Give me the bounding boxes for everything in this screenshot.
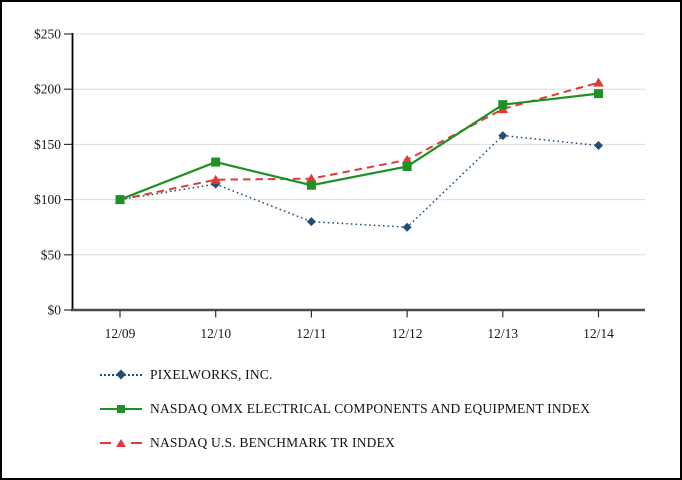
series-marker-0 <box>306 217 316 227</box>
legend-label-nasdaq-benchmark: NASDAQ U.S. BENCHMARK TR INDEX <box>150 435 396 450</box>
series-marker-0 <box>594 141 603 151</box>
series-marker-2 <box>593 77 604 87</box>
x-axis-label: 12/14 <box>583 326 614 341</box>
y-axis-label: $200 <box>34 82 61 97</box>
legend-item-nasdaq-benchmark: NASDAQ U.S. BENCHMARK TR INDEX <box>100 435 590 450</box>
legend-item-pixelworks: PIXELWORKS, INC. <box>100 367 590 382</box>
series-line-2 <box>119 81 599 201</box>
legend-label-pixelworks: PIXELWORKS, INC. <box>150 367 273 382</box>
series-marker-1 <box>594 89 603 99</box>
series-line-0 <box>119 134 599 228</box>
triangle-marker-icon <box>116 439 126 447</box>
series-marker-0 <box>402 222 412 232</box>
y-axis-label: $250 <box>34 27 61 42</box>
pixelworks-line-sample <box>100 368 142 382</box>
dashed-line-sample <box>131 442 142 444</box>
y-axis-label: $0 <box>48 303 62 318</box>
diamond-marker-icon <box>116 369 126 380</box>
x-axis-label: 12/11 <box>296 326 326 341</box>
nasdaq-benchmark-line-sample <box>100 436 142 450</box>
series-marker-2 <box>306 173 317 183</box>
series-marker-1 <box>498 100 508 110</box>
legend-item-nasdaq-omx: NASDAQ OMX ELECTRICAL COMPONENTS AND EQU… <box>100 401 591 416</box>
series-marker-2 <box>401 154 413 164</box>
x-axis-label: 12/09 <box>105 326 136 341</box>
y-axis-label: $100 <box>34 192 61 207</box>
series-marker-2 <box>210 174 221 184</box>
nasdaq-omx-line-sample <box>100 402 142 416</box>
series-line-1 <box>119 92 599 201</box>
dashed-line-sample <box>100 442 111 444</box>
x-axis-label: 12/13 <box>487 326 518 341</box>
series-marker-1 <box>306 180 316 190</box>
x-axis-label: 12/12 <box>392 326 423 341</box>
chart-legend: PIXELWORKS, INC. NASDAQ OMX ELECTRICAL C… <box>100 367 591 470</box>
series-marker-0 <box>498 131 508 141</box>
y-axis-label: $50 <box>41 247 62 262</box>
x-axis-label: 12/10 <box>200 326 231 341</box>
series-marker-1 <box>211 157 221 167</box>
legend-label-nasdaq-omx: NASDAQ OMX ELECTRICAL COMPONENTS AND EQU… <box>150 401 591 416</box>
y-axis-label: $150 <box>34 137 61 152</box>
series-marker-1 <box>115 195 125 205</box>
square-marker-icon <box>117 405 125 413</box>
series-marker-1 <box>402 161 412 171</box>
